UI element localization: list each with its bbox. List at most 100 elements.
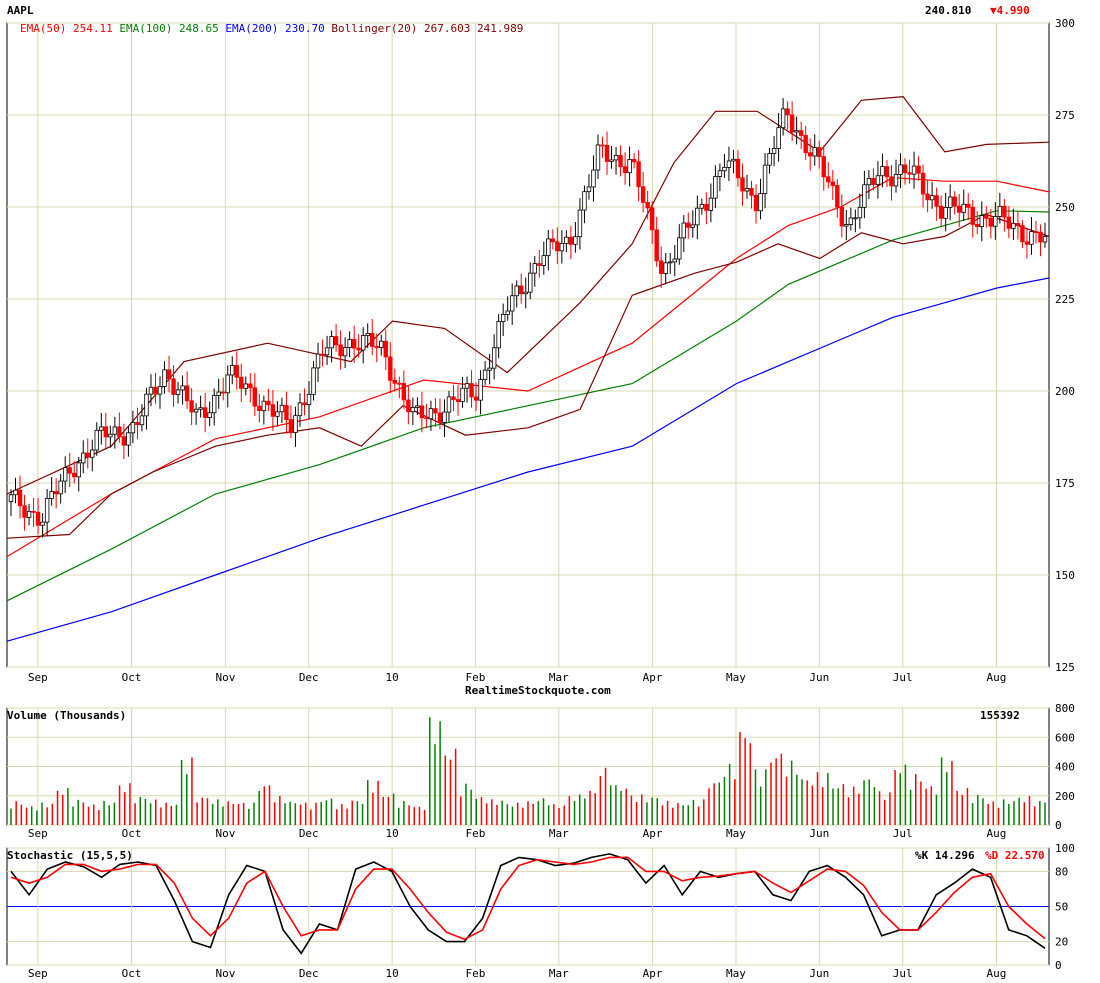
price-frame xyxy=(6,22,1050,668)
candle xyxy=(293,406,298,447)
candle xyxy=(81,440,86,474)
candle-body xyxy=(830,181,835,186)
candle-body xyxy=(487,367,492,371)
candle-body xyxy=(297,402,303,417)
x-tick-label: Oct xyxy=(122,671,142,684)
y-tick-label: 0 xyxy=(1055,959,1062,972)
candle xyxy=(108,425,113,448)
symbol-label: AAPL xyxy=(7,4,34,17)
candle xyxy=(144,387,149,430)
candle xyxy=(478,370,483,415)
x-tick-label: 10 xyxy=(385,967,398,980)
candle-body xyxy=(835,185,840,208)
candle-body xyxy=(970,206,975,225)
candle-body xyxy=(496,321,501,349)
x-tick-label: Jul xyxy=(893,967,913,980)
x-tick-label: Dec xyxy=(299,827,319,840)
candle-body xyxy=(266,400,271,406)
candle xyxy=(844,209,849,241)
candle xyxy=(1024,229,1030,259)
candle-body xyxy=(541,255,547,266)
candle xyxy=(523,277,528,309)
candle-body xyxy=(640,186,646,203)
y-tick-label: 175 xyxy=(1055,477,1075,490)
candle xyxy=(13,477,18,504)
candle-body xyxy=(44,498,50,523)
candle-body xyxy=(771,148,777,154)
candle-body xyxy=(713,176,718,199)
candle-body xyxy=(13,489,18,496)
x-tick-label: Nov xyxy=(215,967,235,980)
candle-body xyxy=(139,415,145,426)
candle-body xyxy=(1002,205,1007,218)
candle xyxy=(762,152,768,209)
candle-body xyxy=(17,489,23,507)
candle-body xyxy=(58,480,63,495)
candle xyxy=(1011,208,1016,241)
candle-body xyxy=(81,452,86,464)
candle-body xyxy=(211,395,217,414)
candle xyxy=(76,456,81,492)
candle-body xyxy=(53,491,59,495)
x-tick-label: 10 xyxy=(385,827,398,840)
candle xyxy=(324,335,330,365)
candle-body xyxy=(812,147,817,157)
candle-body xyxy=(654,229,659,262)
candle-body xyxy=(789,114,795,133)
candle xyxy=(297,393,303,427)
candle xyxy=(216,378,221,409)
candle xyxy=(997,192,1003,224)
candle xyxy=(798,121,804,149)
candle xyxy=(1042,222,1048,248)
candle xyxy=(347,331,352,358)
candle-body xyxy=(94,429,99,451)
candle xyxy=(884,160,890,188)
candle xyxy=(284,391,289,434)
candle-body xyxy=(1015,222,1021,226)
candle xyxy=(193,403,199,425)
candle xyxy=(862,170,867,219)
candle-body xyxy=(591,169,596,188)
candle-body xyxy=(929,195,935,201)
candle-body xyxy=(938,205,944,219)
candle xyxy=(979,201,984,242)
candle xyxy=(731,149,736,174)
candle xyxy=(374,333,379,363)
candle xyxy=(699,198,705,215)
legend-ema100: EMA(100) 248.65 xyxy=(119,22,219,35)
legend-ema200: EMA(200) 230.70 xyxy=(225,22,325,35)
candle-body xyxy=(622,166,628,174)
candle xyxy=(26,503,32,526)
candle-body xyxy=(288,419,294,433)
candle xyxy=(780,98,786,136)
candle-body xyxy=(844,224,849,227)
candle-body xyxy=(523,291,528,295)
candle-body xyxy=(866,178,872,186)
candle-body xyxy=(239,376,244,389)
candle-body xyxy=(1042,236,1048,243)
candle-body xyxy=(117,426,122,438)
candle-body xyxy=(329,336,334,349)
candle xyxy=(397,376,402,399)
candle xyxy=(546,229,551,271)
x-tick-label: Mar xyxy=(549,827,569,840)
candle xyxy=(875,161,881,199)
candle-body xyxy=(49,491,54,499)
candle xyxy=(207,401,212,427)
candle-body xyxy=(347,339,352,348)
y-tick-label: 0 xyxy=(1055,819,1062,832)
candle xyxy=(690,210,696,238)
candle xyxy=(577,198,583,250)
candle xyxy=(943,192,948,232)
x-tick-label: Apr xyxy=(643,967,663,980)
candle xyxy=(528,262,533,300)
candle xyxy=(645,190,650,220)
candle xyxy=(455,384,461,416)
candle xyxy=(388,342,393,394)
candle-body xyxy=(731,158,736,162)
candle xyxy=(564,230,569,253)
candle-body xyxy=(767,153,772,166)
candle-body xyxy=(112,426,118,435)
y-tick-label: 225 xyxy=(1055,293,1075,306)
